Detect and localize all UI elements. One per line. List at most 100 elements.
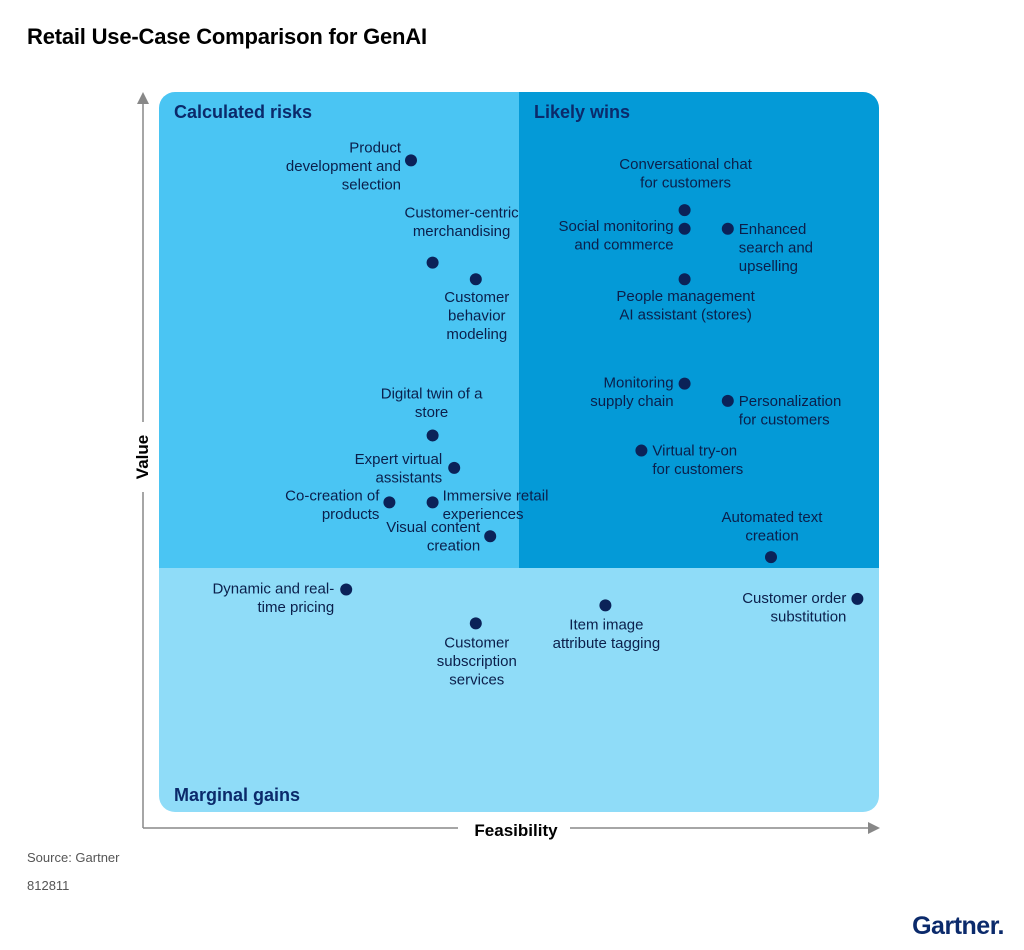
data-point-label-line: Enhanced bbox=[739, 221, 807, 238]
data-point-label-line: substitution bbox=[771, 608, 847, 625]
data-point-marker bbox=[426, 429, 439, 442]
data-point-label-line: Dynamic and real- bbox=[212, 581, 334, 598]
quadrant-label-likely-wins: Likely wins bbox=[534, 102, 630, 122]
data-point: Customer order substitution bbox=[742, 590, 864, 626]
data-point-label-line: development and bbox=[286, 158, 401, 175]
data-point-label-line: Automated text bbox=[722, 509, 824, 526]
data-point: Expert virtual assistants bbox=[355, 451, 461, 487]
data-point-label-line: services bbox=[449, 671, 504, 688]
data-point: Co-creation of products bbox=[285, 487, 396, 523]
data-points: Product development and selectionCustomer-… bbox=[212, 139, 864, 688]
chart-title: Retail Use-Case Comparison for GenAI bbox=[27, 24, 427, 49]
data-point-marker bbox=[405, 154, 417, 167]
data-point-label-line: experiences bbox=[443, 506, 524, 523]
data-point-label-line: Co-creation of bbox=[285, 487, 380, 504]
quadrant-marginal-gains-area bbox=[159, 568, 879, 812]
data-point-marker bbox=[469, 617, 482, 630]
data-point-marker bbox=[721, 222, 734, 235]
data-point-label: Virtual try-on for customers bbox=[652, 443, 743, 479]
data-point: Customer-centric merchandising bbox=[404, 205, 519, 269]
data-point-label-line: Customer order bbox=[742, 590, 846, 607]
data-point-label-line: Expert virtual bbox=[355, 451, 443, 468]
data-point-label: Monitoring supply chain bbox=[590, 375, 673, 411]
data-point-marker bbox=[678, 273, 691, 286]
data-point-label: Co-creation of products bbox=[285, 487, 380, 523]
data-point-marker bbox=[383, 496, 396, 509]
data-point-label-line: merchandising bbox=[413, 223, 511, 240]
data-point-label-line: attribute tagging bbox=[553, 635, 661, 652]
data-point-label: Immersive retail experiences bbox=[443, 487, 549, 523]
document-id: 812811 bbox=[27, 878, 70, 893]
data-point-label: Customer-centric merchandising bbox=[404, 205, 519, 241]
data-point-label-line: for customers bbox=[652, 461, 743, 478]
source-note: Source: Gartner bbox=[27, 850, 120, 865]
y-axis-arrow-icon bbox=[137, 92, 149, 104]
data-point: Automated text creation bbox=[722, 509, 824, 564]
data-point: Monitoring supply chain bbox=[590, 375, 691, 411]
data-point-label-line: store bbox=[415, 404, 448, 421]
data-point-label: Product development and selection bbox=[286, 139, 402, 193]
data-point-label-line: Conversational chat bbox=[619, 156, 752, 173]
data-point-label: Dynamic and real-time pricing bbox=[212, 581, 334, 617]
data-point-label-line: supply chain bbox=[590, 393, 673, 410]
data-point-label: Conversational chat for customers bbox=[619, 156, 752, 192]
data-point-label: Expert virtual assistants bbox=[355, 451, 443, 487]
data-point-label-line: products bbox=[322, 506, 380, 523]
data-point-label: Automated text creation bbox=[722, 509, 824, 545]
data-point: Visual content creation bbox=[386, 519, 497, 555]
quadrant-label-marginal-gains: Marginal gains bbox=[174, 785, 300, 805]
data-point: Product development and selection bbox=[286, 139, 417, 193]
data-point: Digital twin of a store bbox=[381, 385, 483, 442]
quadrant-calculated-risks-area bbox=[159, 92, 519, 568]
data-point-marker bbox=[599, 599, 612, 612]
data-point-label-line: creation bbox=[745, 528, 798, 545]
data-point: Dynamic and real-time pricing bbox=[212, 581, 353, 617]
data-point: Personalization for customers bbox=[721, 393, 842, 428]
data-point-label-line: creation bbox=[427, 538, 480, 555]
data-point-marker bbox=[426, 256, 439, 269]
data-point-marker bbox=[426, 496, 439, 509]
gartner-logo: Gartner. bbox=[912, 912, 1004, 940]
data-point-label-line: Social monitoring bbox=[559, 218, 674, 235]
data-point-label-line: Personalization bbox=[739, 393, 842, 410]
data-point-label: Digital twin of a store bbox=[381, 385, 483, 421]
data-point-label-line: search and bbox=[739, 239, 813, 256]
data-point-label: Customer subscription services bbox=[437, 634, 517, 688]
data-point-label: Customer behavior modeling bbox=[444, 289, 509, 343]
data-point-marker bbox=[448, 461, 461, 474]
data-point-label-line: selection bbox=[342, 176, 401, 193]
data-point-label-line: upselling bbox=[739, 258, 798, 275]
data-point-label: Social monitoring and commerce bbox=[559, 218, 674, 254]
data-point-marker bbox=[484, 530, 497, 543]
data-point-label-line: assistants bbox=[375, 469, 442, 486]
quadrant-label-calculated-risks: Calculated risks bbox=[174, 102, 312, 122]
data-point-label-line: AI assistant (stores) bbox=[619, 307, 752, 324]
data-point-label: Visual content creation bbox=[386, 519, 481, 555]
logo-text: Gartner bbox=[912, 912, 998, 940]
data-point-label-line: Digital twin of a bbox=[381, 385, 483, 402]
data-point-label: Item image attribute tagging bbox=[553, 616, 661, 652]
data-point: Customer behavior modeling bbox=[444, 273, 509, 343]
data-point-label-line: Customer bbox=[444, 634, 509, 651]
data-point-label-line: modeling bbox=[446, 326, 507, 343]
data-point-marker bbox=[635, 444, 648, 457]
data-point-label-line: Monitoring bbox=[604, 375, 674, 392]
data-point-marker bbox=[678, 204, 691, 217]
data-point-label-line: for customers bbox=[739, 411, 830, 428]
quadrant-likely-wins-area bbox=[519, 92, 879, 568]
data-point-marker bbox=[469, 273, 482, 286]
data-point-marker bbox=[678, 377, 691, 390]
data-point: Social monitoring and commerce bbox=[559, 218, 691, 254]
data-point-label-line: time pricing bbox=[257, 599, 334, 616]
x-axis-label: Feasibility bbox=[474, 821, 558, 840]
data-point-label-line: Virtual try-on bbox=[652, 443, 737, 460]
data-point-label-line: Customer-centric bbox=[404, 205, 519, 222]
data-point-label-line: and commerce bbox=[574, 236, 673, 253]
data-point-label-line: behavior bbox=[448, 308, 506, 325]
data-point-marker bbox=[678, 222, 691, 235]
data-point-label: Customer order substitution bbox=[742, 590, 846, 626]
data-point-label-line: Visual content bbox=[386, 519, 481, 536]
data-point: Customer subscription services bbox=[437, 617, 517, 688]
data-point-label-line: Product bbox=[349, 139, 402, 156]
